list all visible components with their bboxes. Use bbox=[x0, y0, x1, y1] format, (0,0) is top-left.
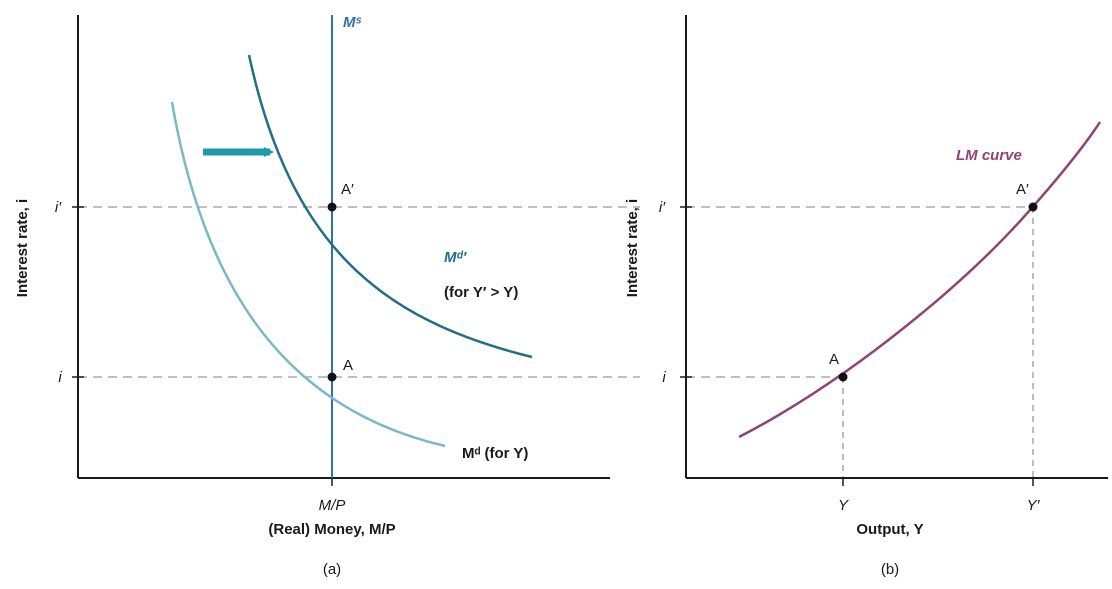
panel-a-x-axis-label: (Real) Money, M/P bbox=[268, 521, 395, 538]
panel-b-caption: (b) bbox=[881, 561, 899, 578]
panel-b-x-axis-label: Output, Y bbox=[856, 521, 923, 538]
point-a-panel-a bbox=[327, 372, 337, 382]
panel-a-x-tick-label: M/P bbox=[319, 497, 346, 514]
panel-a-caption: (a) bbox=[323, 561, 341, 578]
lm-curve-label: LM curve bbox=[956, 147, 1022, 164]
point-a-prime-panel-b bbox=[1028, 202, 1038, 212]
panel-a-y-tick-label-i-prime: i′ bbox=[55, 199, 62, 216]
point-a-prime-panel-a bbox=[327, 202, 337, 212]
point-a-prime-label-panel-a: A′ bbox=[341, 181, 354, 198]
panel-a-y-axis-label: Interest rate, i bbox=[14, 199, 31, 297]
point-a-prime-label-panel-b: A′ bbox=[1016, 181, 1029, 198]
lm-curve bbox=[738, 121, 1102, 439]
panel-a: Mˢ A′ A Mᵈ′ (for Y′ > Y) Mᵈ (for Y) i′ i… bbox=[14, 14, 640, 578]
money-demand-curve-old bbox=[170, 101, 446, 448]
panel-a-y-tick-label-i: i bbox=[58, 369, 62, 386]
money-demand-new-note: (for Y′ > Y) bbox=[444, 284, 518, 301]
point-a-panel-b bbox=[838, 372, 848, 382]
panel-b-x-tick-label-y: Y bbox=[838, 497, 849, 514]
panel-b-y-tick-label-i-prime: i′ bbox=[659, 199, 666, 216]
panel-b-x-tick-label-y-prime: Y′ bbox=[1027, 497, 1041, 514]
point-a-label-panel-a: A bbox=[343, 357, 353, 374]
money-supply-label: Mˢ bbox=[343, 14, 361, 31]
panel-b: LM curve A′ A i′ i Y Y′ Interest rate, i… bbox=[624, 15, 1108, 578]
money-demand-old-label: Mᵈ (for Y) bbox=[462, 445, 528, 462]
panel-b-y-tick-label-i: i bbox=[662, 369, 666, 386]
money-demand-new-label: Mᵈ′ bbox=[444, 249, 468, 266]
point-a-label-panel-b: A bbox=[829, 351, 839, 368]
panel-b-y-axis-label: Interest rate, i bbox=[624, 199, 641, 297]
money-demand-curve-new bbox=[247, 54, 533, 359]
